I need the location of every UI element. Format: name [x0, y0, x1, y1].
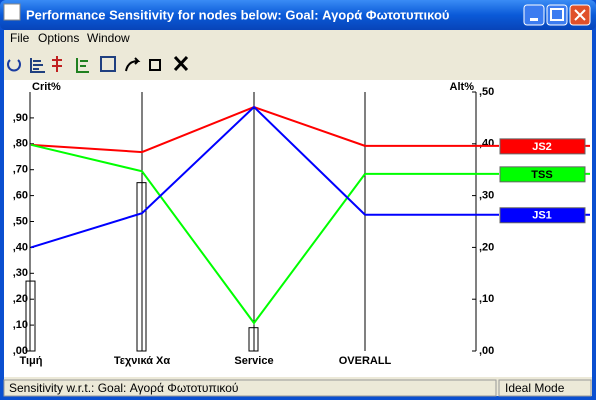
- minimize-icon: [530, 18, 538, 21]
- y2-tick-label: ,40: [479, 138, 494, 150]
- tool-refresh[interactable]: [7, 59, 21, 72]
- x-tick-label: Τιμή: [19, 355, 42, 367]
- legend-label: JS1: [532, 210, 552, 222]
- y-tick-label: ,30: [13, 267, 28, 279]
- y2-tick-label: ,20: [479, 241, 494, 253]
- legend-label: JS2: [532, 141, 552, 153]
- maximize-icon: [550, 8, 564, 21]
- y-tick-label: ,40: [13, 241, 28, 253]
- criterion-bar: [25, 280, 36, 352]
- x-tick-label: Τεχνικά Χα: [114, 355, 171, 367]
- legend-button[interactable]: [499, 166, 586, 183]
- y2-tick-label: ,30: [479, 190, 494, 202]
- tool-sort[interactable]: [76, 58, 89, 73]
- legend-label: TSS: [531, 169, 552, 181]
- status-left-pane: [3, 379, 497, 397]
- y-tick-label: ,00: [13, 345, 28, 357]
- chart-area: [4, 80, 592, 377]
- y2-tick-label: ,50: [479, 86, 494, 98]
- window-title: Performance Sensitivity for nodes below:…: [26, 7, 450, 22]
- tool-close[interactable]: [173, 55, 189, 72]
- y-tick-label: ,80: [13, 138, 28, 150]
- y-tick-label: ,60: [13, 190, 28, 202]
- criterion-bar: [136, 182, 147, 352]
- tool-redo[interactable]: [125, 57, 141, 72]
- series-line: [30, 143, 366, 325]
- y-axis-label: Crit%: [32, 81, 61, 93]
- tool-windows[interactable]: [149, 59, 161, 71]
- toolbar: [4, 52, 196, 76]
- y-tick-label: ,10: [13, 319, 28, 331]
- y-tick-label: ,90: [13, 112, 28, 124]
- y-tick-label: ,50: [13, 215, 28, 227]
- series-line: [30, 105, 366, 154]
- legend-button[interactable]: [499, 138, 586, 155]
- close-icon: [574, 9, 586, 21]
- menu-item[interactable]: Window: [87, 31, 130, 45]
- y2-tick-label: ,10: [479, 293, 494, 305]
- y-tick-label: ,70: [13, 164, 28, 176]
- menu-item[interactable]: File: [10, 31, 30, 45]
- criterion-bar: [248, 327, 259, 352]
- x-tick-label: OVERALL: [339, 355, 392, 367]
- series-line: [30, 105, 366, 249]
- y2-tick-label: ,00: [479, 345, 494, 357]
- title-bar: [0, 0, 596, 30]
- tool-bars[interactable]: [30, 58, 45, 73]
- y2-axis-label: Alt%: [450, 81, 475, 93]
- status-mode: Ideal Mode: [505, 381, 565, 395]
- status-text: Sensitivity w.r.t.: Goal: Αγορά Φωτοτυπι…: [9, 381, 238, 395]
- legend-button[interactable]: [499, 207, 586, 224]
- y-tick-label: ,20: [13, 293, 28, 305]
- status-right-pane: [498, 379, 592, 397]
- tool-grid[interactable]: [100, 56, 116, 72]
- tool-lines[interactable]: [52, 56, 62, 72]
- menu-item[interactable]: Options: [38, 31, 79, 45]
- x-tick-label: Service: [234, 355, 273, 367]
- app-icon: [3, 3, 21, 21]
- minimize[interactable]: [523, 4, 545, 26]
